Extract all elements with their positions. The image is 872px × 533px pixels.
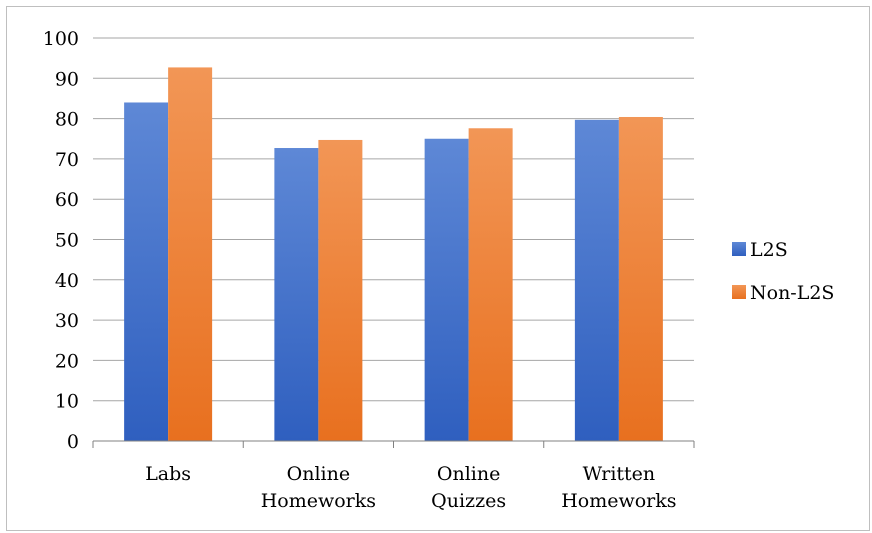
legend: L2S Non-L2S <box>732 239 834 304</box>
y-tick-label: 50 <box>55 230 79 252</box>
chart-frame: 0 10 20 30 40 50 60 70 80 90 100 Labs Online Homewor… <box>6 6 870 531</box>
category-labels: Labs Online Homeworks Online Quizzes Written H… <box>145 463 676 512</box>
y-tick-label: 20 <box>55 350 79 372</box>
legend-label: L2S <box>750 239 788 261</box>
y-tick-label: 10 <box>55 391 79 413</box>
y-tick-label: 80 <box>55 109 79 131</box>
legend-swatch <box>732 242 746 256</box>
bar-l2s-2 <box>425 139 469 441</box>
bars <box>124 67 663 441</box>
y-tick-label: 90 <box>55 68 79 90</box>
bar-l2s-3 <box>575 120 619 441</box>
y-tick-label: 100 <box>43 28 79 50</box>
category-label: Labs <box>145 463 191 485</box>
bar-chart: 0 10 20 30 40 50 60 70 80 90 100 Labs Online Homewor… <box>7 7 869 530</box>
bar-l2s-1 <box>274 148 318 441</box>
bar-l2s-0 <box>124 102 168 441</box>
category-label: Written Homeworks <box>561 463 676 512</box>
bar-non-l2s-0 <box>168 67 212 441</box>
category-label: Online Quizzes <box>431 463 506 512</box>
y-axis-ticks: 0 10 20 30 40 50 60 70 80 90 100 <box>43 28 79 453</box>
x-axis <box>93 441 694 448</box>
legend-swatch <box>732 285 746 299</box>
y-tick-label: 30 <box>55 310 79 332</box>
category-label: Online Homeworks <box>261 463 376 512</box>
bar-non-l2s-3 <box>619 117 663 441</box>
y-tick-label: 70 <box>55 149 79 171</box>
y-tick-label: 0 <box>67 431 79 453</box>
legend-label: Non-L2S <box>750 282 834 304</box>
bar-non-l2s-1 <box>318 140 362 441</box>
bar-non-l2s-2 <box>469 128 513 441</box>
y-tick-label: 40 <box>55 270 79 292</box>
y-tick-label: 60 <box>55 189 79 211</box>
